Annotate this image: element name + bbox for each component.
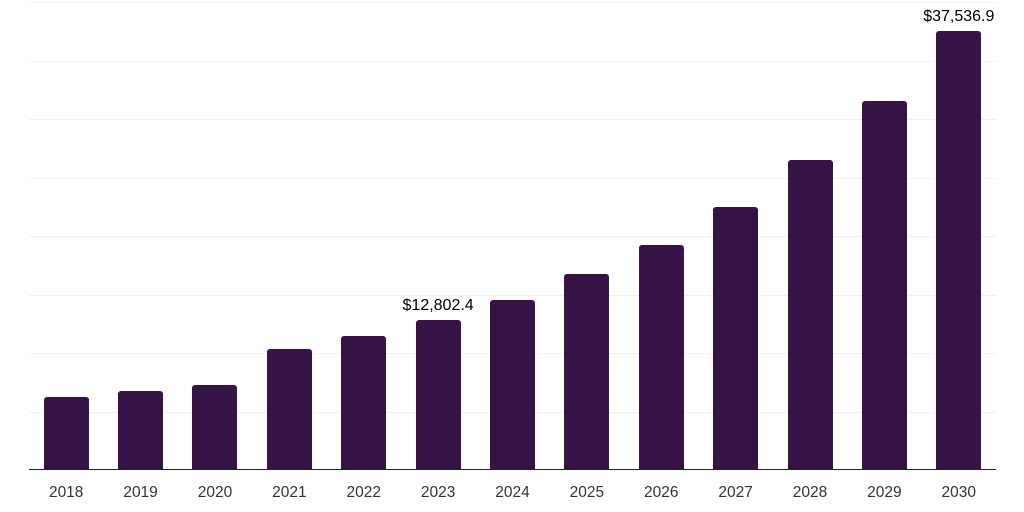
bar-2026[interactable] bbox=[638, 244, 684, 470]
bar-2022[interactable] bbox=[341, 336, 387, 470]
bar-2025[interactable] bbox=[564, 273, 610, 470]
x-axis-line bbox=[29, 469, 996, 470]
x-axis-label-2026: 2026 bbox=[644, 484, 679, 501]
bar-2029[interactable] bbox=[861, 100, 907, 470]
x-axis-label-2027: 2027 bbox=[718, 484, 753, 501]
bar-2024[interactable] bbox=[490, 299, 535, 470]
bar-2027[interactable] bbox=[713, 206, 759, 470]
bar-2021[interactable] bbox=[266, 348, 312, 470]
x-axis-label-2022: 2022 bbox=[346, 484, 381, 501]
x-axis-label-2030: 2030 bbox=[941, 484, 977, 501]
gridline bbox=[29, 294, 996, 296]
bar-2023[interactable] bbox=[415, 320, 461, 470]
gridline bbox=[29, 2, 996, 3]
x-axis-labels: 2018 2019 2020 2021 2022 2023 2024 2025 2026 2027… bbox=[29, 482, 996, 504]
x-axis-label-2025: 2025 bbox=[569, 484, 605, 501]
data-label-2030: $37,536.9 bbox=[923, 7, 995, 25]
x-axis-label-2019: 2019 bbox=[123, 484, 158, 501]
data-label-2023: $12,802.4 bbox=[402, 297, 474, 315]
x-axis-label-2021: 2021 bbox=[272, 484, 307, 501]
bar-2028[interactable] bbox=[787, 159, 833, 470]
bar-2018[interactable] bbox=[43, 397, 89, 470]
x-axis-label-2029: 2029 bbox=[867, 484, 902, 501]
bar-2030[interactable] bbox=[936, 30, 982, 470]
plot-area: $12,802.4 $37,536.9 bbox=[29, 2, 996, 470]
bar-2020[interactable] bbox=[192, 384, 238, 470]
x-axis-label-2024: 2024 bbox=[495, 484, 530, 501]
x-axis-label-2023: 2023 bbox=[420, 484, 456, 501]
x-axis-label-2018: 2018 bbox=[48, 484, 84, 501]
x-axis-label-2020: 2020 bbox=[197, 484, 233, 501]
gridline bbox=[29, 119, 996, 120]
gridline bbox=[29, 60, 996, 62]
x-axis-label-2028: 2028 bbox=[792, 484, 828, 501]
gridline bbox=[29, 177, 996, 179]
bar-2019[interactable] bbox=[118, 391, 164, 470]
gridline bbox=[29, 236, 996, 237]
